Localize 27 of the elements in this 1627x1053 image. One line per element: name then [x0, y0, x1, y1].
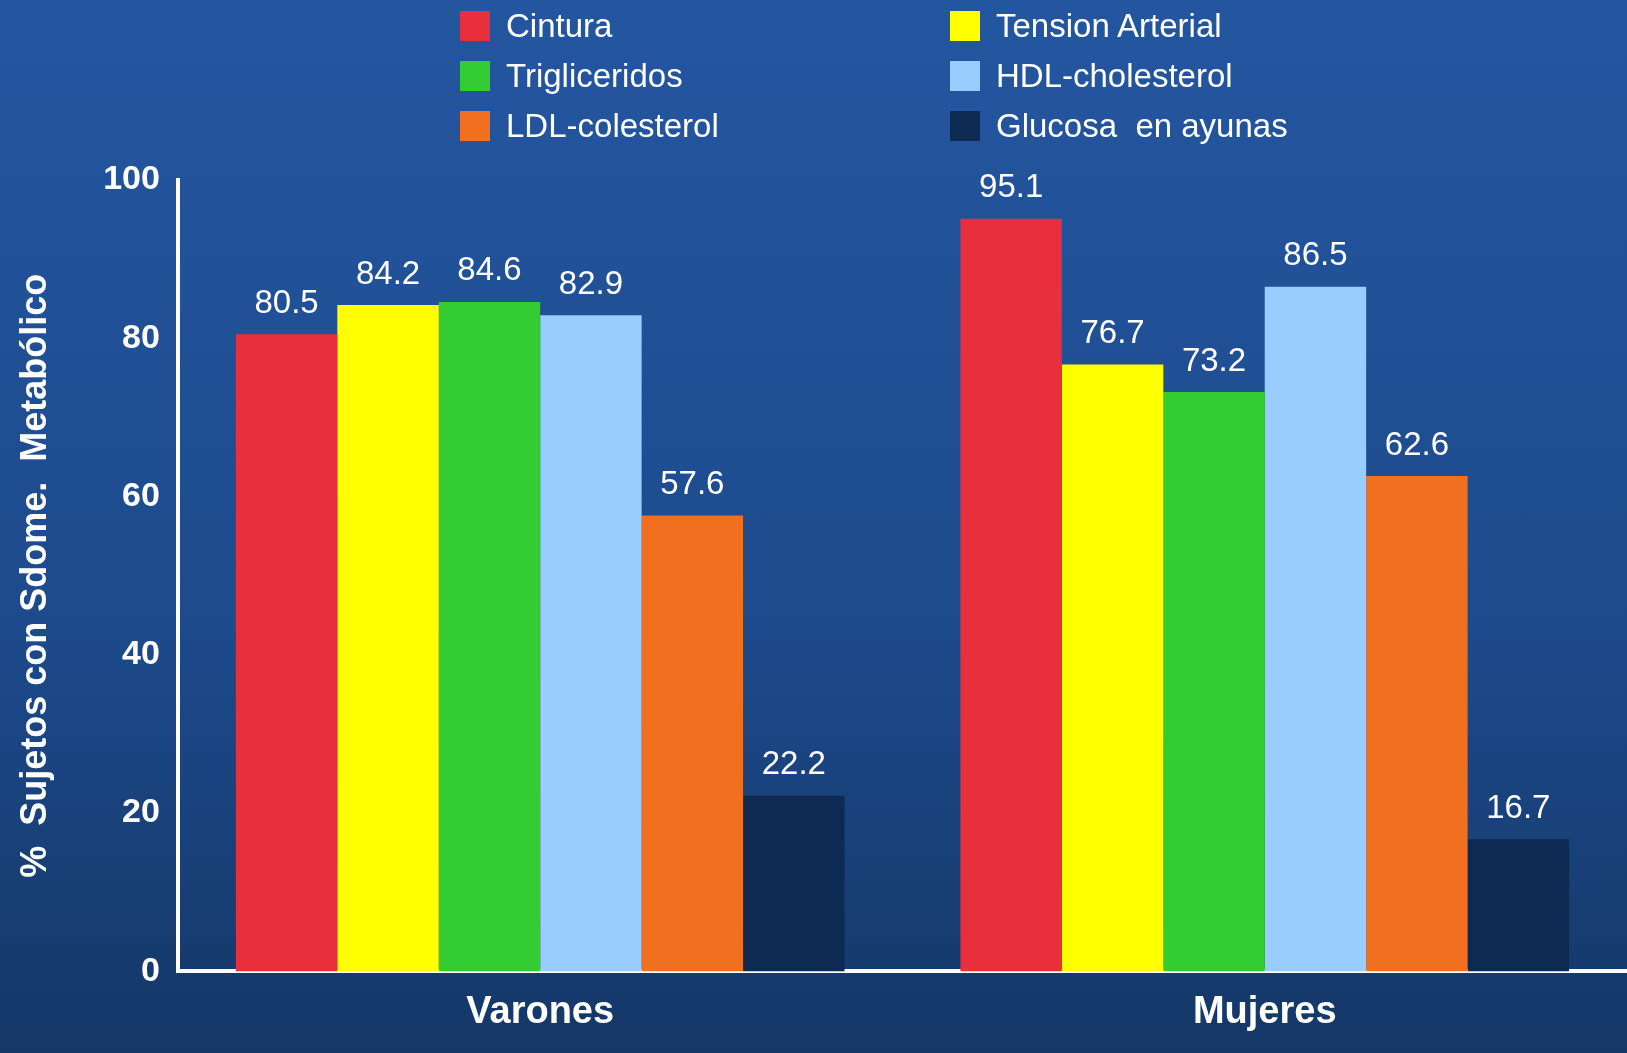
data-label: 57.6 [660, 464, 725, 502]
legend-label: Trigliceridos [505, 56, 684, 96]
data-label: 73.2 [1181, 340, 1247, 378]
data-label: 84.2 [355, 253, 421, 291]
data-label: 84.6 [457, 250, 522, 288]
legend-label: Glucosa en ayunas [995, 106, 1289, 146]
legend-label: Cintura [505, 6, 614, 46]
data-label: 80.5 [254, 282, 319, 320]
x-tick-label: Mujeres [1192, 988, 1337, 1031]
y-tick-label: 80 [122, 316, 160, 355]
data-label: 86.5 [1283, 235, 1348, 273]
legend-label: Tension Arterial [995, 6, 1223, 46]
legend-label: HDL-cholesterol [995, 56, 1234, 96]
y-tick-label: 40 [122, 633, 160, 672]
y-tick-label: 100 [103, 158, 160, 197]
x-tick-label: Varones [466, 988, 615, 1031]
y-tick-label: 60 [122, 474, 160, 513]
y-tick-label: 20 [122, 791, 160, 830]
data-label: 76.7 [1080, 312, 1145, 350]
y-axis-title: % Sujetos con Sdome. Metabólico [12, 273, 54, 878]
y-tick-label: 0 [141, 949, 160, 988]
data-label: 16.7 [1486, 787, 1551, 825]
data-label: 22.2 [761, 744, 826, 782]
data-label: 95.1 [979, 167, 1044, 205]
data-label: 62.6 [1384, 424, 1449, 462]
legend-label: LDL-colesterol [505, 106, 720, 146]
data-label: 82.9 [558, 263, 624, 301]
